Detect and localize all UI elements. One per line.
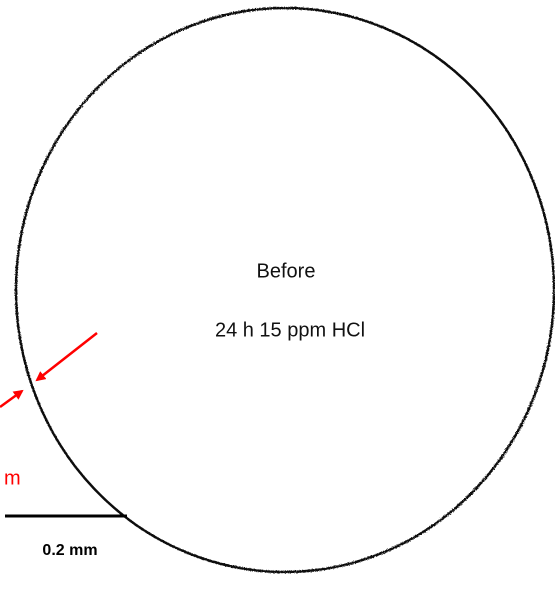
condition-label: 24 h 15 ppm HCl: [215, 319, 365, 341]
micrograph: Before 24 h 15 ppm HCl m 0.2 mm: [0, 0, 555, 602]
title-label: Before: [257, 260, 316, 282]
background: [0, 0, 555, 602]
scale-bar-label: 0.2 mm: [42, 542, 97, 559]
measurement-label: m: [4, 467, 21, 489]
